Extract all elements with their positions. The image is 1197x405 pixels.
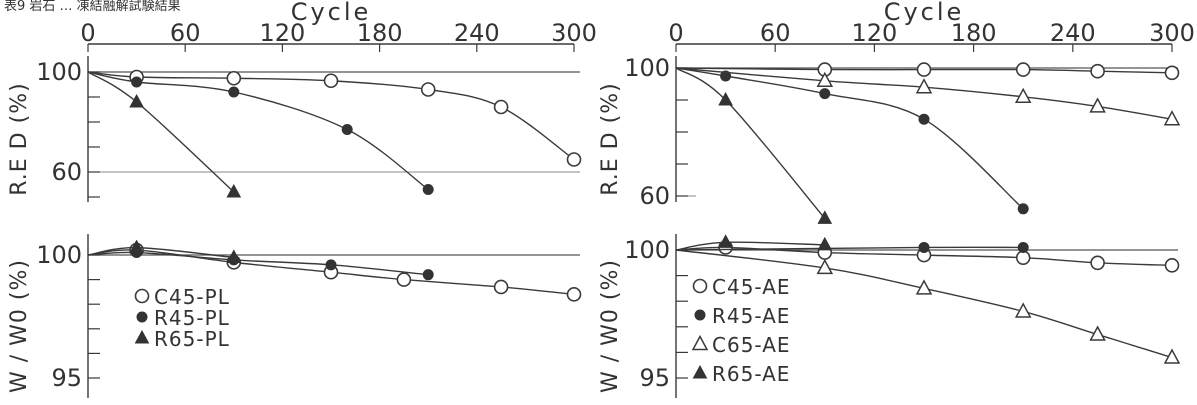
bottom-right-legend-label-r45-ae: R45-AE <box>712 304 790 328</box>
bottom-right-legend-label-c45-ae: C45-AE <box>712 275 791 299</box>
bottom-left-legend-label-c45-pl: C45-PL <box>154 285 230 309</box>
top-left-point-r45-pl-210 <box>422 184 434 195</box>
bottom-right-point-c45-ae-255 <box>1090 255 1105 271</box>
top-right-xtick-label-120: 120 <box>851 19 897 47</box>
bottom-right-point-r45-ae-150 <box>918 241 930 253</box>
bottom-right-ytick-label-95: 95 <box>639 364 670 392</box>
top-left-point-r65-pl-90 <box>226 183 242 198</box>
bottom-left-point-c45-pl-255 <box>493 279 509 295</box>
bottom-left-point-r45-pl-150 <box>325 259 337 271</box>
top-left-point-c45-pl-90 <box>226 70 242 86</box>
top-left-point-r45-pl-160 <box>341 124 353 135</box>
top-right-xtick-label-0: 0 <box>668 19 683 47</box>
top-right-ytick-label-100: 100 <box>624 54 670 82</box>
bottom-right-legend-marker-r45-ae <box>694 309 706 321</box>
top-left-xtick-label-120: 120 <box>259 19 305 47</box>
top-right-series-line-r45-ae <box>675 67 1024 210</box>
top-right-point-c65-ae-150 <box>915 78 933 94</box>
bottom-left-legend-label-r65-pl: R65-PL <box>154 327 230 351</box>
top-left-xtick-label-0: 0 <box>80 19 95 47</box>
top-right-x-axis-title: Cycle <box>884 0 965 26</box>
top-right-y-axis-title: R.E D (%) <box>598 82 623 195</box>
top-right-point-c45-ae-150 <box>916 62 932 77</box>
top-left-series-line-r65-pl <box>87 71 235 193</box>
bottom-left-legend-marker-r45-pl <box>136 311 148 323</box>
top-right-point-c65-ae-210 <box>1014 87 1032 104</box>
bottom-left-y-axis-title: W / W0 (%) <box>7 259 32 393</box>
top-right-ytick-label-60: 60 <box>639 182 670 210</box>
top-left-xtick-label-240: 240 <box>454 19 500 47</box>
bottom-right-point-c45-ae-300 <box>1164 258 1180 273</box>
top-right-xtick-label-60: 60 <box>760 19 791 47</box>
bottom-right-y-axis-title: W / W0 (%) <box>598 259 623 393</box>
top-right-point-r45-ae-30 <box>720 70 732 82</box>
top-right-xtick-label-240: 240 <box>1050 19 1096 47</box>
bottom-right-point-r45-ae-210 <box>1017 241 1029 253</box>
caption-fragment: 表9 岩石 … 凍結融解試験結果 <box>4 0 181 14</box>
bottom-left-point-r45-pl-210 <box>422 269 434 281</box>
bottom-right-point-r65-ae-30 <box>718 234 733 248</box>
top-right-point-c45-ae-210 <box>1015 62 1031 77</box>
top-left-xtick-label-300: 300 <box>551 19 597 47</box>
bottom-left-point-r65-pl-30 <box>129 239 144 254</box>
bottom-left-legend-marker-c45-pl <box>134 288 150 304</box>
bottom-right-point-r65-ae-90 <box>817 236 833 251</box>
top-right-series-line-r65-ae <box>675 67 826 219</box>
bottom-left-point-c45-pl-195 <box>396 272 412 287</box>
top-right-point-c45-ae-300 <box>1164 65 1180 81</box>
top-right-point-r65-ae-30 <box>718 91 733 106</box>
bottom-right-legend-label-c65-ae: C65-AE <box>712 333 791 357</box>
top-left-xtick-label-180: 180 <box>357 19 403 47</box>
bottom-left-point-r65-pl-90 <box>226 249 242 263</box>
top-right-point-c45-ae-255 <box>1090 63 1105 79</box>
top-right-point-r65-ae-90 <box>817 210 833 224</box>
top-left-y-axis-title: R.E D (%) <box>7 82 32 195</box>
bottom-right-point-c45-ae-210 <box>1015 250 1031 265</box>
top-left-ytick-label-60: 60 <box>51 158 82 186</box>
bottom-left-legend-label-r45-pl: R45-PL <box>154 306 230 330</box>
bottom-right-legend-marker-r65-ae <box>692 364 708 379</box>
top-left-series-line-r45-pl <box>87 71 429 191</box>
top-right-point-c65-ae-90 <box>816 71 834 88</box>
top-left-point-r65-pl-30 <box>129 93 144 108</box>
bottom-right-point-c65-ae-210 <box>1014 302 1032 318</box>
top-left-point-r45-pl-90 <box>228 86 240 98</box>
bottom-left-legend-marker-r65-pl <box>134 329 150 344</box>
top-right-point-c65-ae-300 <box>1163 110 1181 126</box>
bottom-right-ytick-label-100: 100 <box>624 236 670 264</box>
bottom-right-series-line-r45-ae <box>675 246 1024 251</box>
bottom-left-ytick-label-100: 100 <box>36 241 82 269</box>
bottom-right-legend-marker-c45-ae <box>692 278 708 294</box>
top-right-xtick-label-300: 300 <box>1149 19 1195 47</box>
top-left-point-c45-pl-255 <box>493 99 509 115</box>
bottom-right-point-c65-ae-300 <box>1163 348 1181 364</box>
top-right-point-c65-ae-255 <box>1089 97 1106 113</box>
top-right-xtick-label-180: 180 <box>951 19 997 47</box>
top-left-point-r45-pl-30 <box>131 76 143 88</box>
top-left-point-c45-pl-210 <box>420 82 436 97</box>
bottom-left-ytick-label-95: 95 <box>51 364 82 392</box>
bottom-right-legend-marker-c65-ae <box>691 334 709 351</box>
top-left-xtick-label-60: 60 <box>170 19 201 47</box>
top-right-point-r45-ae-90 <box>819 88 831 100</box>
top-right-point-r45-ae-150 <box>918 113 930 125</box>
top-left-point-c45-pl-300 <box>566 152 582 167</box>
top-left-point-c45-pl-150 <box>323 73 339 89</box>
bottom-right-point-c65-ae-90 <box>816 258 834 275</box>
top-left-ytick-label-100: 100 <box>36 58 82 86</box>
bottom-right-point-c65-ae-150 <box>915 279 933 295</box>
bottom-right-point-c65-ae-255 <box>1089 325 1106 341</box>
top-right-point-r45-ae-210 <box>1017 203 1029 215</box>
bottom-left-point-c45-pl-300 <box>566 287 582 302</box>
top-left-x-axis-title: Cycle <box>291 0 372 26</box>
bottom-right-legend-label-r65-ae: R65-AE <box>712 362 790 386</box>
